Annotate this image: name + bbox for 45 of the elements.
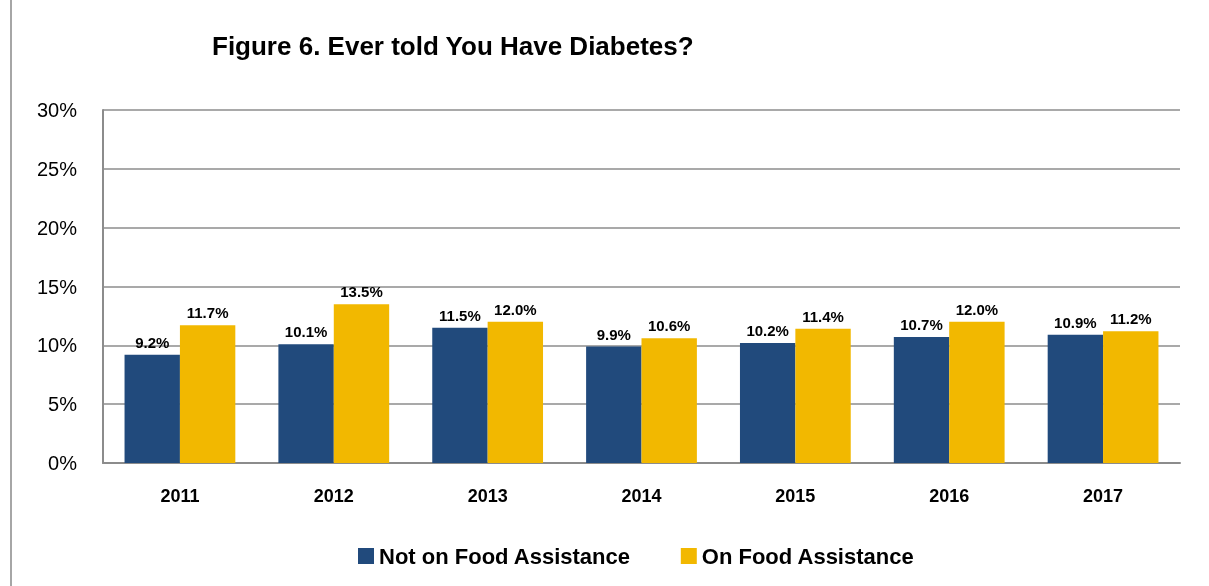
y-tick-label: 30% [36, 99, 78, 121]
x-tick-label: 2015 [775, 486, 816, 506]
x-tick-label: 2016 [929, 486, 970, 506]
data-label: 13.5% [340, 283, 383, 301]
bar [179, 325, 236, 463]
bar [1103, 331, 1159, 463]
legend-label: On Food Assistance [701, 543, 914, 569]
data-label: 11.5% [439, 306, 481, 324]
chart-title: Figure 6. Ever told You Have Diabetes? [212, 31, 694, 61]
x-tick-label: 2011 [160, 486, 200, 506]
x-tick-label: 2017 [1083, 486, 1124, 506]
bar [432, 327, 488, 463]
y-tick-label: 25% [36, 157, 78, 180]
bar [795, 328, 851, 463]
data-label: 11.7% [186, 304, 229, 322]
x-tick-label: 2012 [313, 486, 354, 506]
data-label: 10.6% [647, 317, 691, 335]
x-tick-label: 2013 [467, 486, 508, 506]
data-label: 12.0% [494, 300, 537, 318]
data-label: 9.2% [135, 333, 170, 351]
data-label: 11.4% [802, 307, 844, 325]
bar [487, 321, 544, 463]
y-tick-label: 20% [36, 216, 78, 239]
bar [893, 337, 950, 463]
data-label: 10.2% [746, 321, 789, 339]
y-tick-label: 5% [48, 393, 78, 416]
bar [124, 354, 180, 463]
y-tick-label: 10% [36, 334, 78, 357]
legend-label: Not on Food Assistance [379, 543, 630, 569]
data-label: 9.9% [596, 325, 631, 343]
bar [333, 304, 390, 463]
bar [586, 346, 642, 463]
data-label: 11.2% [1109, 310, 1152, 328]
data-label: 10.7% [900, 316, 943, 334]
data-label: 10.9% [1054, 313, 1097, 331]
bar [641, 338, 697, 463]
bar [739, 342, 796, 463]
bar [1047, 334, 1104, 463]
bar [949, 321, 1005, 463]
y-tick-label: 0% [48, 452, 78, 474]
data-label: 10.1% [284, 323, 328, 341]
data-label: 12.0% [955, 300, 999, 318]
y-tick-label: 15% [36, 275, 78, 298]
bar [278, 344, 334, 463]
x-tick-label: 2014 [621, 486, 662, 506]
